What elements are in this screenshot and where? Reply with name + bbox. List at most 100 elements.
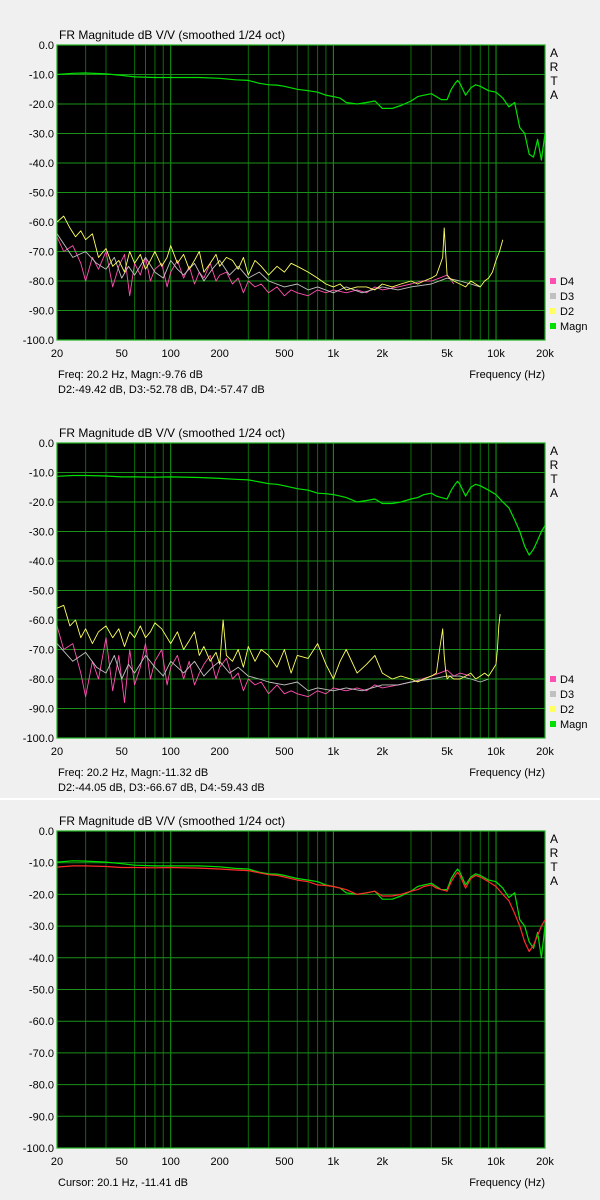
y-tick-label: -50.0: [29, 985, 54, 997]
x-tick-label: 5k: [441, 348, 453, 360]
plot-frame: [56, 830, 546, 1149]
y-tick-label: -10.0: [29, 70, 54, 82]
y-tick-label: -100.0: [23, 1143, 54, 1155]
y-tick-label: -40.0: [29, 953, 54, 965]
y-tick-label: -70.0: [29, 1048, 54, 1060]
x-tick-label: 2k: [377, 746, 389, 758]
readout-line: Freq: 20.2 Hz, Magn:-11.32 dB: [58, 767, 209, 779]
legend-swatch: [550, 293, 556, 299]
brand-letter: A: [550, 88, 558, 102]
cursor-readout: Cursor: 20.1 Hz, -11.41 dB: [58, 1176, 188, 1191]
brand-letter: A: [550, 486, 558, 500]
x-tick-label: 50: [116, 1156, 128, 1168]
series-line-d4: [57, 236, 455, 297]
plot-frame: [56, 44, 546, 341]
x-tick-label: 200: [210, 746, 228, 758]
x-tick-label: 10k: [487, 746, 505, 758]
legend-swatch: [550, 706, 556, 712]
y-tick-label: -60.0: [29, 217, 54, 229]
y-tick-label: -30.0: [29, 527, 54, 539]
brand-letter: A: [550, 444, 558, 458]
x-tick-label: 100: [162, 348, 180, 360]
brand-letter: R: [550, 846, 559, 860]
y-tick-label: -30.0: [29, 921, 54, 933]
x-tick-label: 20k: [536, 746, 554, 758]
legend-label: Magn: [560, 321, 588, 333]
y-tick-label: 0.0: [39, 40, 54, 52]
series-line-magn: [57, 72, 545, 161]
legend-swatch: [550, 721, 556, 727]
y-tick-label: -80.0: [29, 674, 54, 686]
legend-swatch: [550, 691, 556, 697]
x-tick-label: 5k: [441, 1156, 453, 1168]
legend-label: D4: [560, 674, 574, 686]
x-tick-label: 200: [210, 348, 228, 360]
y-tick-label: -30.0: [29, 129, 54, 141]
chart-canvas: FR Magnitude dB V/V (smoothed 1/24 oct) 0…: [23, 28, 588, 381]
x-axis-label: Frequency (Hz): [469, 369, 545, 381]
chart-canvas: FR Magnitude dB V/V (smoothed 1/24 oct) 0…: [23, 426, 588, 779]
y-tick-label: -40.0: [29, 556, 54, 568]
x-tick-label: 1k: [328, 1156, 340, 1168]
legend-swatch: [550, 278, 556, 284]
readout-line: D2:-49.42 dB, D3:-52.78 dB, D4:-57.47 dB: [58, 384, 265, 396]
x-tick-label: 20k: [536, 1156, 554, 1168]
y-tick-label: -40.0: [29, 158, 54, 170]
grid: [57, 831, 545, 1148]
y-tick-label: -80.0: [29, 276, 54, 288]
cursor-readout: Freq: 20.2 Hz, Magn:-9.76 dB D2:-49.42 d…: [58, 368, 265, 398]
x-tick-label: 10k: [487, 348, 505, 360]
y-tick-label: -60.0: [29, 615, 54, 627]
y-tick-label: -10.0: [29, 858, 54, 870]
x-tick-label: 50: [116, 746, 128, 758]
y-tick-label: -20.0: [29, 497, 54, 509]
y-tick-label: -50.0: [29, 188, 54, 200]
series-line-trace-2: [57, 865, 545, 953]
brand-letter: R: [550, 60, 559, 74]
brand-letter: R: [550, 458, 559, 472]
x-tick-label: 500: [275, 1156, 293, 1168]
grid: [57, 45, 545, 340]
legend-label: Magn: [560, 719, 588, 731]
x-tick-label: 1k: [328, 746, 340, 758]
legend-label: D3: [560, 689, 574, 701]
legend-label: D4: [560, 276, 574, 288]
brand-letter: T: [550, 860, 558, 874]
x-tick-label: 50: [116, 348, 128, 360]
chart-canvas: FR Magnitude dB V/V (smoothed 1/24 oct) 0…: [23, 814, 559, 1189]
x-tick-label: 200: [210, 1156, 228, 1168]
y-tick-label: 0.0: [39, 438, 54, 450]
y-tick-label: -20.0: [29, 889, 54, 901]
series-line-d3: [57, 233, 481, 294]
y-tick-label: -20.0: [29, 99, 54, 111]
x-tick-label: 500: [275, 348, 293, 360]
y-tick-label: -50.0: [29, 586, 54, 598]
x-tick-label: 20: [51, 348, 63, 360]
legend-swatch: [550, 323, 556, 329]
y-tick-label: -70.0: [29, 645, 54, 657]
legend-label: D3: [560, 291, 574, 303]
y-tick-label: -90.0: [29, 306, 54, 318]
y-tick-label: -100.0: [23, 335, 54, 347]
x-tick-label: 100: [162, 746, 180, 758]
x-tick-label: 10k: [487, 1156, 505, 1168]
x-axis-label: Frequency (Hz): [469, 1177, 545, 1189]
series-line-magn: [57, 474, 545, 556]
x-tick-label: 1k: [328, 348, 340, 360]
readout-line: D2:-44.05 dB, D3:-66.67 dB, D4:-59.43 dB: [58, 782, 265, 794]
x-axis-label: Frequency (Hz): [469, 767, 545, 779]
x-tick-label: 2k: [377, 1156, 389, 1168]
x-tick-label: 2k: [377, 348, 389, 360]
x-tick-label: 100: [162, 1156, 180, 1168]
brand-letter: A: [550, 874, 558, 888]
readout-line: Cursor: 20.1 Hz, -11.41 dB: [58, 1177, 189, 1189]
cursor-readout: Freq: 20.2 Hz, Magn:-11.32 dB D2:-44.05 …: [58, 766, 265, 796]
y-tick-label: -10.0: [29, 468, 54, 480]
y-tick-label: -80.0: [29, 1080, 54, 1092]
brand-letter: A: [550, 46, 558, 60]
legend-swatch: [550, 308, 556, 314]
series-line-d3: [57, 643, 489, 692]
plot-frame: [56, 442, 546, 739]
brand-letter: A: [550, 832, 558, 846]
brand-letter: T: [550, 472, 558, 486]
